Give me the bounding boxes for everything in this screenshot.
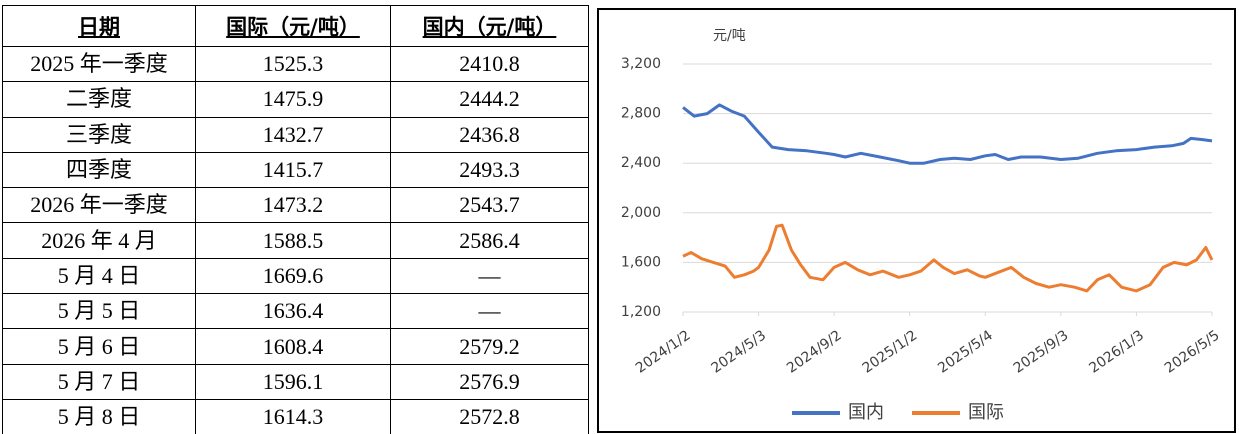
series-line [682, 103, 1213, 165]
series-line [682, 223, 1214, 293]
table-cell: 2586.4 [390, 222, 589, 259]
price-table: 日期 国际（元/吨） 国内（元/吨） 2025 年一季度 1525.3 2410.8 二季… [2, 5, 589, 434]
table-row: 5 月 5 日 1636.4— [2, 293, 589, 330]
table-row: 5 月 4 日 1669.6— [2, 257, 589, 295]
table-cell: 1636.4 [195, 293, 391, 330]
table-cell: — [390, 257, 589, 295]
table-row: 2026 年一季度 1473.2 2543.7 [2, 187, 589, 224]
table-cell: 2026 年一季度 [2, 187, 196, 224]
table-cell: 1608.4 [195, 328, 391, 365]
table-cell: 1525.3 [195, 45, 391, 83]
table-cell: 三季度 [2, 116, 196, 153]
header-row: 日期 国际（元/吨） 国内（元/吨） [2, 5, 589, 47]
table-cell: 2493.3 [390, 151, 589, 189]
y-tick-label: 2,800 [621, 106, 661, 122]
table-cell: 2579.2 [390, 328, 589, 365]
y-tick-label: 2,400 [621, 155, 661, 171]
table-cell: 四季度 [2, 151, 196, 189]
table-cell: 2444.2 [390, 81, 589, 118]
chart: 元/吨 1,2001,6002,0002,4002,8003,2002024/1… [597, 8, 1236, 433]
table-cell: 2572.8 [390, 398, 589, 434]
table-cell: 2026 年 4 月 [2, 222, 196, 259]
table-cell: 1614.3 [195, 398, 391, 434]
table-cell: 1596.1 [195, 363, 391, 400]
y-tick-label: 3,200 [621, 56, 661, 72]
table-cell: 5 月 4 日 [2, 257, 196, 295]
table-cell: 2025 年一季度 [2, 45, 196, 83]
table-cell: 2576.9 [390, 363, 589, 400]
table-cell: 5 月 8 日 [2, 398, 196, 434]
table-cell: 二季度 [2, 81, 196, 118]
legend-label: 国内 [848, 402, 884, 423]
table-cell: 1415.7 [195, 151, 391, 189]
table-cell: 5 月 7 日 [2, 363, 196, 400]
table-row: 5 月 8 日 1614.3 2572.8 [2, 398, 589, 434]
table-cell: 1432.7 [195, 116, 391, 153]
table-cell: 2410.8 [390, 45, 589, 83]
header-cell: 国内（元/吨） [390, 5, 589, 47]
table-row: 2026 年 4 月 1588.5 2586.4 [2, 222, 589, 259]
table-row: 二季度 1475.9 2444.2 [2, 81, 589, 118]
y-axis-unit: 元/吨 [713, 28, 746, 44]
table-cell: 2436.8 [390, 116, 589, 153]
y-tick-label: 2,000 [621, 205, 661, 221]
table-cell: 1669.6 [195, 257, 391, 295]
table-cell: 1588.5 [195, 222, 391, 259]
table-cell: 1473.2 [195, 187, 391, 224]
table-cell: 5 月 6 日 [2, 328, 196, 365]
y-tick-label: 1,200 [621, 304, 661, 320]
table-cell: — [390, 293, 589, 330]
table-cell: 5 月 5 日 [2, 293, 196, 330]
table-body: 2025 年一季度 1525.3 2410.8 二季度 1475.9 2444.2 三季度 1… [2, 45, 589, 434]
table-row: 5 月 7 日 1596.1 2576.9 [2, 363, 589, 400]
table-row: 2025 年一季度 1525.3 2410.8 [2, 45, 589, 83]
y-tick-label: 1,600 [621, 254, 661, 270]
legend-label: 国际 [968, 402, 1004, 423]
header-cell: 日期 [2, 5, 196, 47]
chart-border [597, 8, 1236, 433]
header-cell: 国际（元/吨） [195, 5, 391, 47]
table-cell: 1475.9 [195, 81, 391, 118]
table-row: 三季度 1432.7 2436.8 [2, 116, 589, 153]
table-row: 四季度 1415.7 2493.3 [2, 151, 589, 189]
table-cell: 2543.7 [390, 187, 589, 224]
table-row: 5 月 6 日 1608.4 2579.2 [2, 328, 589, 365]
